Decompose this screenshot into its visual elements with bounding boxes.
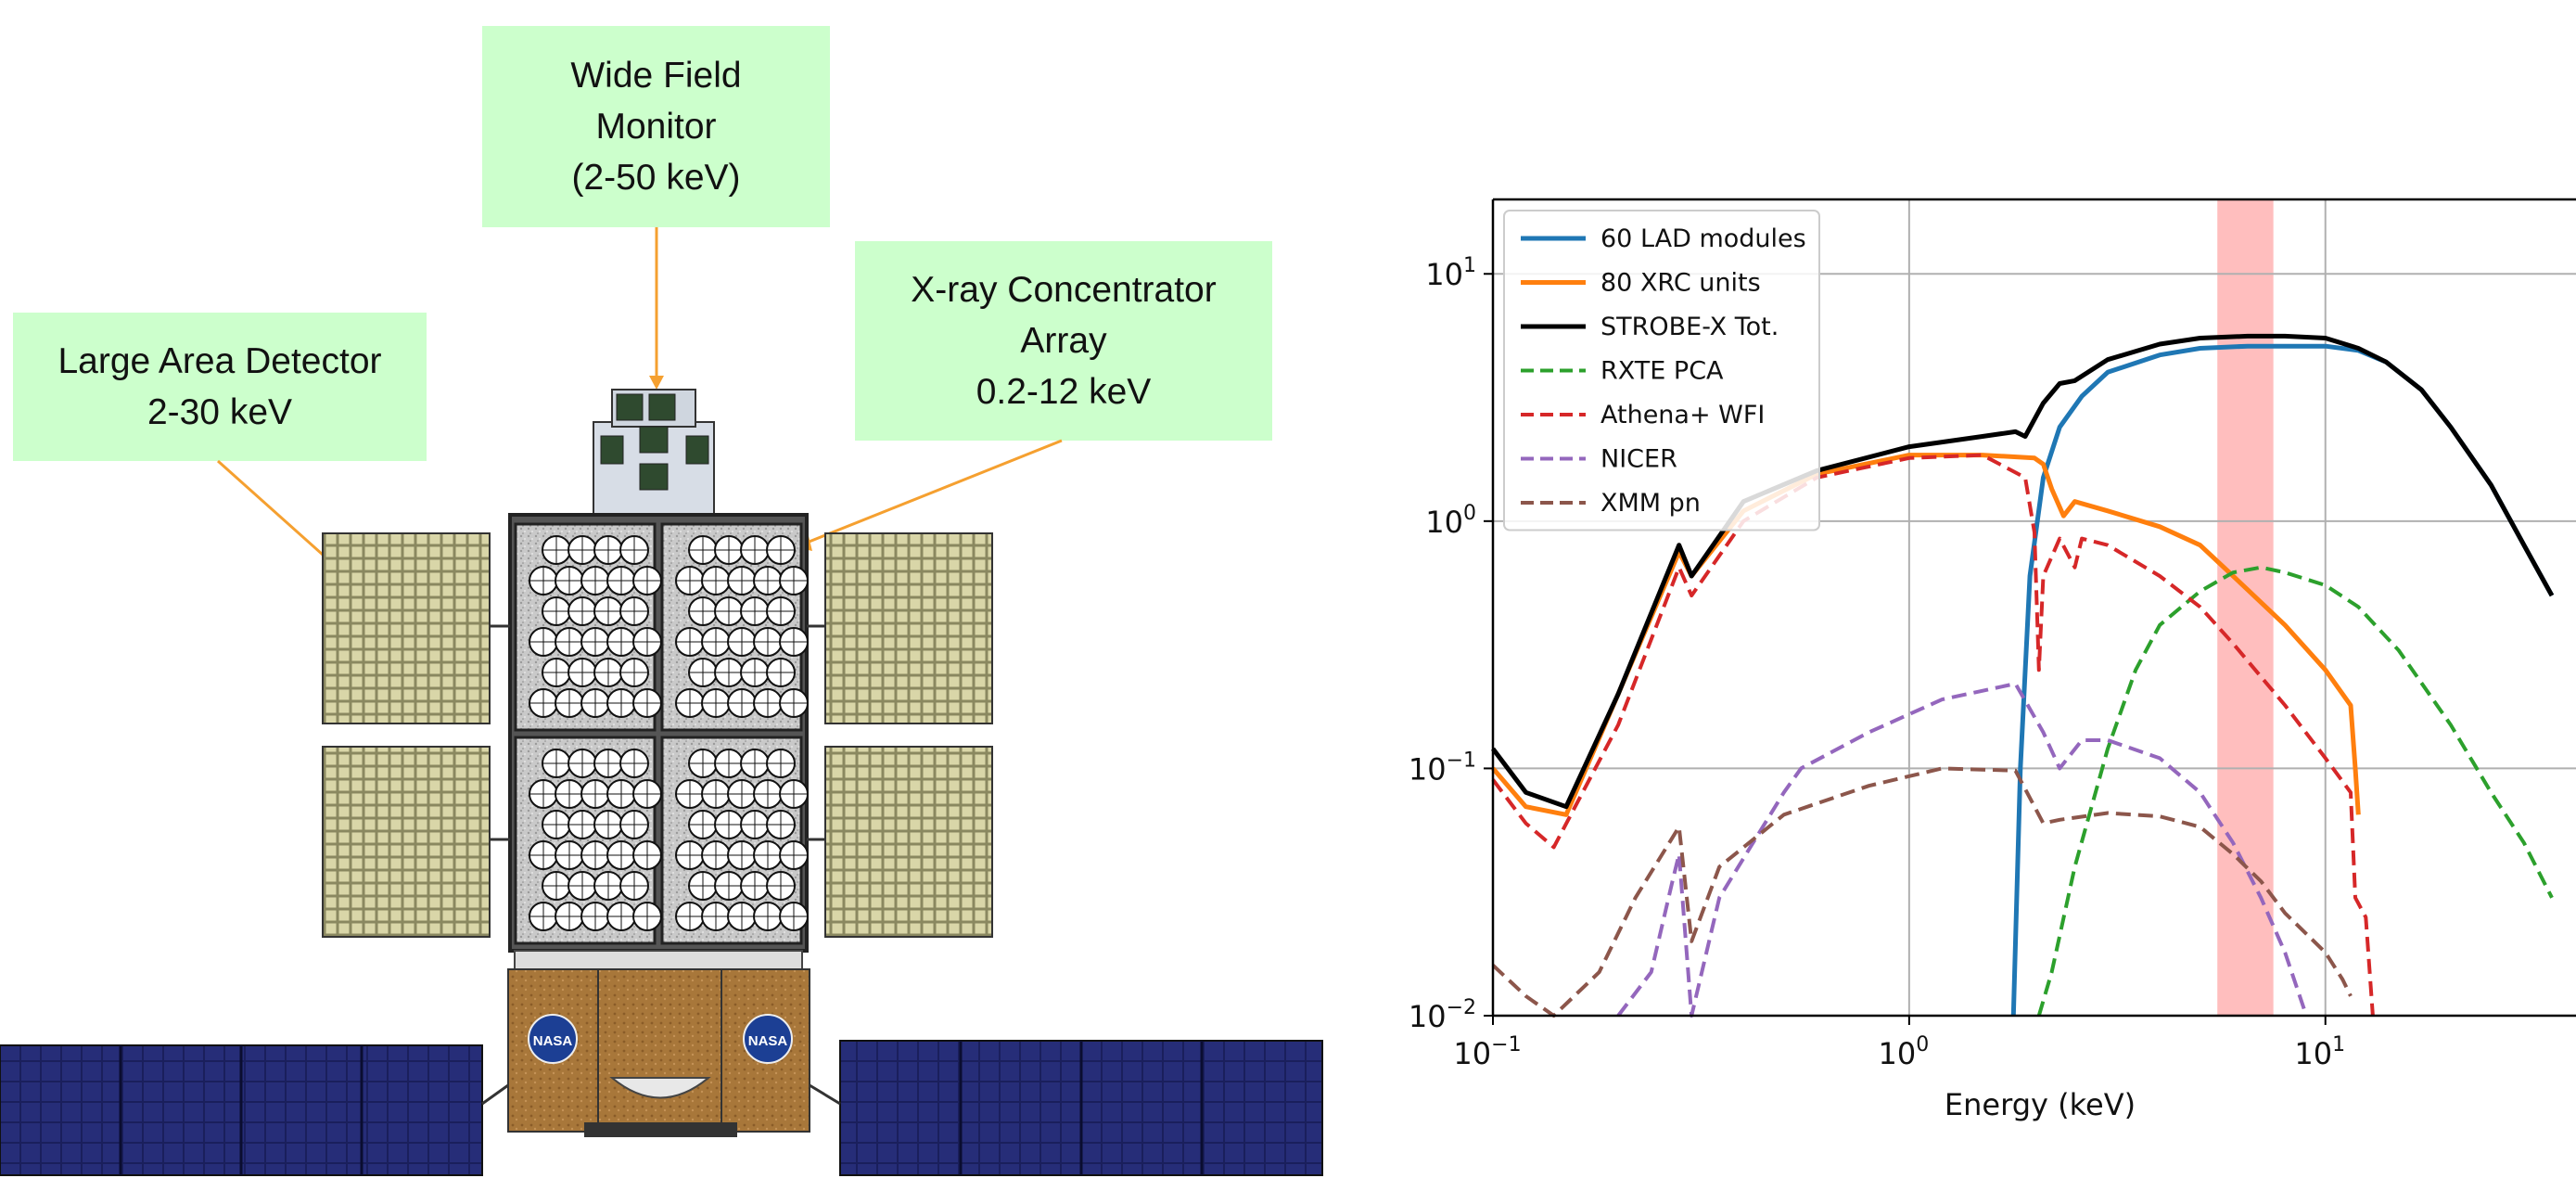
y-tick-label: 10−2 [1409,996,1476,1034]
wfm-callout-line2: Monitor [595,107,717,147]
nasa-logo-left [528,1014,578,1064]
y-tick-label: 100 [1425,502,1476,540]
xca-arrow [806,439,1063,544]
series-line-nicer [1616,682,2309,1018]
x-axis-title: Energy (keV) [1945,1087,2136,1122]
antenna-dish [609,1077,711,1099]
lad-wing-lower-right [824,746,993,938]
wfm-callout-line3: (2-50 keV) [571,158,741,198]
legend-entry-label: RXTE PCA [1600,357,1724,386]
legend-entry-label: NICER [1600,445,1677,474]
y-tick-label: 101 [1425,254,1476,292]
series-line-strobe-x-tot- [1491,333,2555,810]
legend-entry-label: 80 XRC units [1600,269,1761,298]
wide-field-monitor-unit [593,389,715,516]
wide-field-monitor-callout: Wide Field Monitor (2-50 keV) [482,26,830,227]
wfm-arrowhead [649,376,664,390]
axes [1484,198,2576,1025]
lad-wing-upper-left [322,532,491,724]
series-layer [1491,333,2555,1018]
series-line-athena-wfi [1491,453,2375,1017]
legend-entry-label: XMM pn [1600,489,1701,518]
lad-wing-lower-left [322,746,491,938]
nasa-logo-left-text: NASA [533,1033,573,1049]
strobe-x-spacecraft-illustration: NASA NASA [0,227,1323,1176]
xray-concentrator-callout: X-ray Concentrator Array 0.2-12 keV [855,241,1272,441]
legend: 60 LAD modules 80 XRC units STROBE-X Tot. R… [1503,210,1820,531]
xrc-optics-modules [529,535,809,931]
nasa-logo-right [743,1014,793,1064]
nasa-logo-right-text: NASA [748,1033,788,1049]
lad-panels [322,532,993,938]
series-line-xmm-pn [1491,766,2353,1018]
legend-entry-label: 60 LAD modules [1600,224,1806,253]
legend-box [1503,210,1820,531]
spacecraft-bus: NASA NASA [507,950,810,1137]
solar-arrays [0,1040,1323,1176]
large-area-detector-callout: Large Area Detector 2-30 keV [13,313,427,461]
lad-callout-line2: 2-30 keV [147,392,293,432]
lad-wing-upper-right [824,532,993,724]
x-tick-label: 10−1 [1453,1033,1521,1071]
lad-callout-line1: Large Area Detector [57,341,382,381]
legend-entry-label: STROBE-X Tot. [1600,313,1779,341]
xca-callout-line2: Array [1020,321,1107,361]
xca-callout-line3: 0.2-12 keV [976,372,1152,412]
legend-entry-label: Athena+ WFI [1600,401,1765,429]
y-tick-label: 10−1 [1409,749,1476,787]
xca-callout-line1: X-ray Concentrator [911,270,1217,310]
x-tick-label: 101 [2294,1033,2345,1071]
wfm-callout-line1: Wide Field [570,56,742,96]
series-line-rxte-pca [2036,565,2554,1017]
bus-base [584,1122,737,1137]
x-tick-label: 100 [1879,1033,1930,1071]
instrument-frame [508,513,809,953]
